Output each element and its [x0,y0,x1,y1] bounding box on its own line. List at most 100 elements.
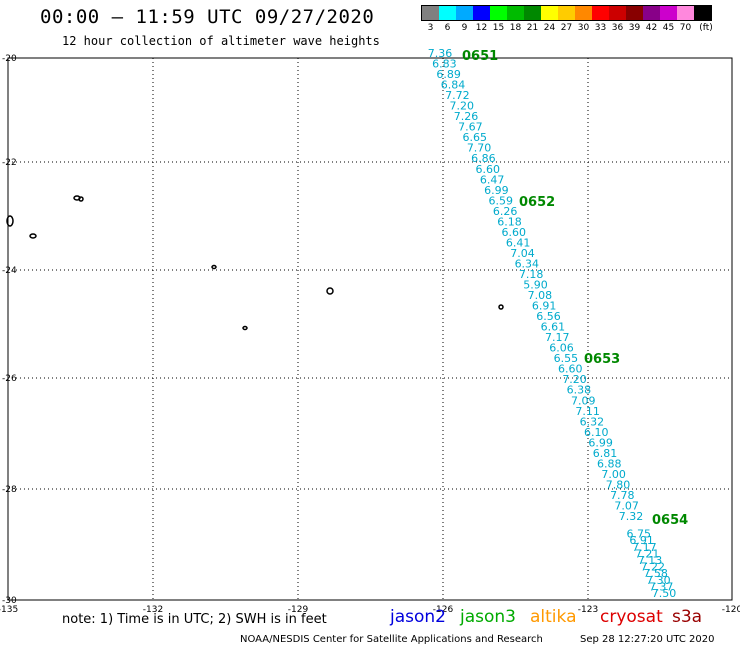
page-title: 00:00 – 11:59 UTC 09/27/2020 [40,6,375,28]
generated-timestamp: Sep 28 12:27:20 UTC 2020 [580,634,715,645]
wave-height-value: 6.75 [627,528,652,541]
color-swatches [421,5,712,21]
wave-height-value: 7.67 [458,121,483,134]
wave-height-value: 6.61 [541,321,566,334]
wave-height-value: 5.90 [523,279,548,292]
color-swatch-label: 24 [543,23,556,33]
pass-time-label: 0654 [652,513,688,528]
island-outline [498,304,504,310]
wave-height-value: 7.78 [610,489,635,502]
wave-height-value: 6.55 [554,352,579,365]
wave-height-value: 6.60 [558,363,583,376]
color-swatch-label: 27 [560,23,573,33]
legend-entry-altika: altika [530,607,577,627]
color-swatch [575,6,592,20]
wave-height-value: 6.83 [432,58,457,71]
wave-height-value: 6.06 [549,342,574,355]
pass-time-label: 0652 [519,195,555,210]
wave-height-value: 7.20 [449,100,474,113]
wave-height-value: 6.59 [489,194,514,207]
wave-height-value: 6.88 [597,457,622,470]
wave-height-value: 7.08 [528,289,553,302]
color-swatch [643,6,660,20]
color-unit-label: (ft) [699,23,713,33]
wave-height-value: 6.65 [462,131,487,144]
color-swatch [507,6,524,20]
wave-height-value: 7.26 [454,110,479,123]
color-swatch-label: 15 [492,23,505,33]
color-swatch-label: 39 [628,23,641,33]
island-outline [78,196,84,202]
wave-height-value: 7.17 [632,541,657,554]
color-swatch [558,6,575,20]
wave-height-value: 6.91 [629,534,654,547]
color-swatch [694,6,711,20]
wave-height-value: 6.10 [584,426,609,439]
wave-height-value: 7.20 [562,373,587,386]
color-swatch [524,6,541,20]
wave-height-value: 7.22 [641,561,666,574]
wave-height-value: 7.18 [519,268,544,281]
wave-height-value: 6.47 [480,173,505,186]
wave-height-value: 7.36 [428,47,453,60]
wave-height-value: 7.30 [646,574,671,587]
wave-height-value: 7.50 [652,587,677,600]
color-swatch-label: 18 [509,23,522,33]
island-outline [29,233,37,239]
color-swatch [541,6,558,20]
wave-height-value: 7.72 [445,89,470,102]
color-swatch [677,6,694,20]
color-swatch-label: 12 [475,23,488,33]
lat-tick-label: -28 [2,485,17,495]
wave-height-value: 6.84 [441,79,466,92]
pass-time-label: 0651 [462,49,498,64]
wave-height-value: 6.18 [497,215,522,228]
lon-tick-label: -132 [143,605,163,615]
color-swatch-label: 9 [461,23,468,33]
wave-height-value: 7.21 [635,547,660,560]
color-swatch [490,6,507,20]
wave-height-value: 7.07 [614,499,639,512]
wave-height-value: 7.09 [571,394,596,407]
wave-height-value: 6.34 [515,257,540,270]
lon-tick-label: -120 [722,605,740,615]
lat-tick-label: -26 [2,374,17,384]
color-swatch-label: 21 [526,23,539,33]
island-outline [6,215,14,227]
legend-entry-jason2: jason2 [390,607,446,627]
credit-text: NOAA/NESDIS Center for Satellite Applica… [240,634,543,645]
color-swatch [439,6,456,20]
color-swatch [660,6,677,20]
wave-height-value: 6.41 [506,236,531,249]
wave-height-value: 7.04 [510,247,535,260]
color-swatch-label: 70 [679,23,692,33]
wave-height-value: 6.81 [593,447,618,460]
legend-entry-cryosat: cryosat [600,607,663,627]
lon-tick-label: -123 [578,605,598,615]
color-swatch [456,6,473,20]
lat-tick-label: -30 [2,596,17,606]
wave-height-value: 7.11 [575,405,600,418]
color-swatch-label: 6 [444,23,451,33]
wave-height-value: 7.80 [606,478,631,491]
color-swatch [592,6,609,20]
island-outline [326,287,334,295]
color-swatch-label: 3 [427,23,434,33]
lat-tick-label: -20 [2,54,17,64]
wave-height-value: 7.17 [545,331,570,344]
color-labels: 3 6 9 12 15 18 21 24 27 30 33 36 39 42 45 70 (ft) [421,21,713,35]
wave-height-value: 6.86 [471,152,496,165]
map-frame [7,57,733,601]
wave-height-value: 6.56 [536,310,561,323]
color-swatch-label: 45 [662,23,675,33]
color-swatch-label: 30 [577,23,590,33]
wave-height-value: 6.99 [588,436,613,449]
wave-height-value: 7.13 [638,554,663,567]
lon-tick-label: -129 [288,605,309,615]
color-legend: 3 6 9 12 15 18 21 24 27 30 33 36 39 42 45 70 (ft) [421,5,713,35]
island-outline [211,264,217,270]
color-swatch-label: 33 [594,23,607,33]
lon-tick-label: -135 [0,605,18,615]
wave-height-value: 6.38 [567,384,592,397]
